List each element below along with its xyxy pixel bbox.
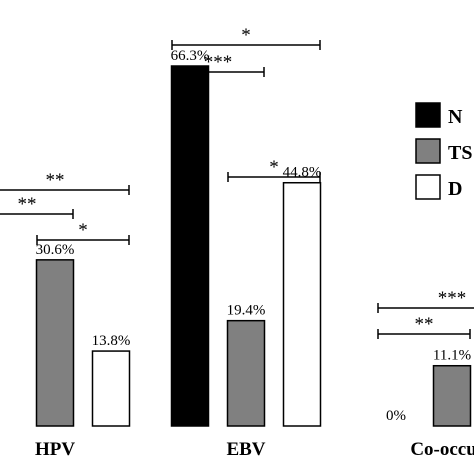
legend-label-d: D (448, 178, 462, 200)
significance-bracket: * (36, 220, 130, 245)
bar-ts-hpv (35, 259, 75, 427)
legend-label-ts: TS (448, 142, 472, 164)
significance-bracket: * (171, 25, 321, 50)
bar-n-ebv (170, 65, 210, 427)
significance-label: ** (18, 194, 37, 215)
significance-label: * (241, 25, 251, 46)
category-label-hpv: HPV (35, 439, 75, 460)
significance-label: *** (204, 52, 233, 73)
significance-brackets: *************** (0, 25, 474, 339)
significance-label: * (269, 157, 279, 178)
significance-bracket: ** (0, 170, 130, 195)
significance-label: ** (46, 170, 65, 191)
value-label-ts-co-occurr: 11.1% (433, 348, 471, 364)
significance-label: * (78, 220, 88, 241)
category-label-co-occurr: Co-occurr (410, 439, 474, 460)
legend: N TS D (415, 102, 472, 200)
significance-bracket: * (227, 157, 321, 182)
legend-swatch-d (415, 174, 441, 200)
bar-d-ebv (282, 181, 322, 427)
value-label-ts-hpv: 30.6% (36, 242, 75, 258)
value-label-n-co-occurr: 0% (386, 408, 406, 424)
legend-swatch-ts (415, 138, 441, 164)
significance-bracket: *** (377, 288, 474, 313)
legend-label-n: N (448, 106, 463, 128)
legend-swatch-n (415, 102, 441, 128)
value-label-d-ebv: 44.8% (283, 165, 322, 181)
bar-d-hpv (91, 350, 131, 427)
category-label-ebv: EBV (226, 439, 265, 460)
value-label-ts-ebv: 19.4% (227, 303, 266, 319)
significance-bracket: ** (0, 194, 74, 219)
bar-ts-co-occurr (432, 364, 472, 427)
significance-label: ** (415, 314, 434, 335)
bars (35, 65, 472, 427)
bar-ts-ebv (226, 319, 266, 427)
significance-bracket: *** (171, 52, 265, 77)
significance-label: *** (438, 288, 467, 309)
value-label-d-hpv: 13.8% (92, 333, 131, 349)
significance-bracket: ** (377, 314, 471, 339)
category-labels: HPV EBV Co-occurr (35, 439, 474, 460)
value-label-n-ebv: 66.3% (171, 48, 210, 64)
